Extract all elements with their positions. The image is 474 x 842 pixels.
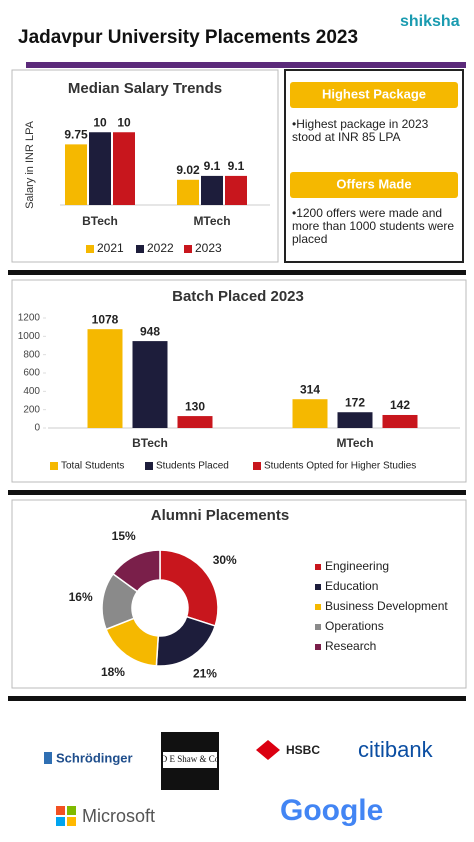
legend-swatch: [253, 462, 261, 470]
brand-logo: shiksha: [400, 13, 460, 30]
data-label: 142: [390, 398, 410, 412]
x-tick-label: MTech: [193, 214, 230, 228]
logo-icon: [56, 806, 65, 815]
panel: [11, 69, 279, 263]
donut-slice: [159, 549, 219, 627]
logo: Schrödinger: [56, 750, 133, 765]
info-heading-box: [290, 172, 458, 198]
data-label: 9.1: [204, 159, 221, 173]
legend-swatch: [315, 584, 321, 590]
data-label: 9.75: [64, 128, 88, 142]
x-tick-label: BTech: [132, 436, 168, 450]
legend-label: 2021: [97, 241, 124, 255]
bar: [132, 341, 168, 428]
legend-swatch: [184, 245, 192, 253]
legend-swatch: [136, 245, 144, 253]
chart-title: Batch Placed 2023: [172, 288, 304, 305]
legend-swatch: [315, 624, 321, 630]
logo: Google: [280, 794, 383, 827]
data-label: 21%: [193, 666, 217, 680]
logo-icon: [56, 817, 65, 826]
y-tick-label: 200: [23, 404, 40, 415]
bar: [87, 329, 123, 428]
y-axis-label: Salary in INR LPA: [24, 120, 36, 208]
info-heading: Offers Made: [336, 176, 411, 191]
y-tick-label: 1000: [18, 331, 41, 342]
bar: [177, 416, 213, 428]
data-label: 16%: [69, 590, 93, 604]
separator: [8, 490, 466, 495]
data-label: 130: [185, 399, 205, 413]
panel: [11, 499, 467, 689]
y-tick-label: 800: [23, 349, 40, 360]
info-heading: Highest Package: [322, 86, 426, 101]
separator: [8, 270, 466, 275]
logo: Microsoft: [82, 806, 155, 826]
logo-icon: [44, 752, 52, 764]
y-tick-label: 0: [34, 423, 40, 434]
donut-slice: [112, 549, 161, 593]
data-label: 172: [345, 395, 365, 409]
logo-icon: [256, 740, 280, 760]
separator: [8, 696, 466, 701]
logo: HSBC: [286, 743, 320, 757]
info-text: •1200 offers were made and more than 100…: [292, 207, 455, 246]
legend-swatch: [315, 644, 321, 650]
data-label: 10: [117, 115, 131, 129]
legend-swatch: [86, 245, 94, 253]
legend-label: Students Placed: [156, 461, 229, 472]
bar: [382, 414, 418, 428]
bar: [225, 175, 247, 205]
bar: [201, 175, 223, 205]
logo-box: [163, 752, 217, 768]
chart-title: Median Salary Trends: [68, 80, 222, 97]
legend-swatch: [50, 462, 58, 470]
data-label: 9.02: [176, 163, 200, 177]
legend-label: 2023: [195, 241, 222, 255]
legend-label: Research: [325, 639, 376, 653]
legend-label: Students Opted for Higher Studies: [264, 461, 416, 472]
panel: [11, 279, 467, 483]
legend-label: Business Development: [325, 599, 448, 613]
bar: [177, 179, 199, 205]
header-bar: [26, 62, 466, 68]
bar: [65, 144, 87, 205]
page-title: Jadavpur University Placements 2023: [18, 27, 358, 48]
legend-swatch: [315, 604, 321, 610]
bar: [89, 132, 111, 205]
info-text: •Highest package in 2023 stood at INR 85…: [292, 118, 429, 144]
logo: citibank: [358, 737, 434, 762]
legend-swatch: [315, 564, 321, 570]
data-label: 1078: [92, 312, 119, 326]
bar: [292, 399, 328, 428]
chart-title: Alumni Placements: [151, 507, 289, 524]
data-label: 18%: [101, 665, 125, 679]
y-tick-label: 1200: [18, 313, 41, 324]
legend-label: Education: [325, 579, 378, 593]
logo-icon: [67, 817, 76, 826]
data-label: 30%: [213, 553, 237, 567]
x-tick-label: MTech: [336, 436, 373, 450]
legend-label: Total Students: [61, 461, 124, 472]
data-label: 15%: [112, 529, 136, 543]
data-label: 314: [300, 382, 320, 396]
data-label: 9.1: [228, 159, 245, 173]
legend-label: Operations: [325, 619, 384, 633]
logo-icon: [67, 806, 76, 815]
logo: D E Shaw & Co: [161, 754, 220, 764]
legend-label: Engineering: [325, 559, 389, 573]
bar: [337, 412, 373, 428]
legend-label: 2022: [147, 241, 174, 255]
y-tick-label: 400: [23, 386, 40, 397]
y-tick-label: 600: [23, 368, 40, 379]
data-label: 948: [140, 324, 160, 338]
info-heading-box: [290, 82, 458, 108]
data-label: 10: [93, 115, 107, 129]
x-tick-label: BTech: [82, 214, 118, 228]
bar: [113, 132, 135, 205]
legend-swatch: [145, 462, 153, 470]
